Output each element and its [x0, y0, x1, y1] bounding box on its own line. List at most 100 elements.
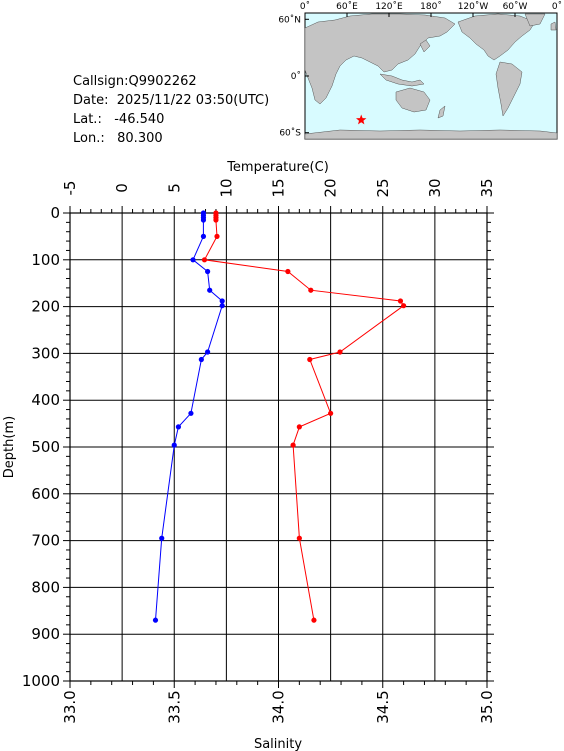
- salinity-point: [190, 257, 196, 263]
- temperature-point: [213, 217, 219, 223]
- callsign-value: Q9902262: [128, 74, 197, 89]
- temperature-point: [296, 535, 302, 541]
- map-ticks: [304, 13, 558, 134]
- lat-label: Lat.:: [73, 112, 102, 127]
- depth-tick-label: 400: [31, 391, 60, 409]
- profile-location-star-icon: [356, 114, 367, 125]
- salinity-tick-label: 34.5: [374, 690, 392, 723]
- land-japan: [419, 39, 431, 53]
- temperature-tick-label: 20: [322, 178, 340, 197]
- land-north-america: [457, 13, 536, 61]
- temperature-point: [328, 410, 334, 416]
- land-australia: [395, 87, 431, 113]
- lon-value: 80.300: [117, 131, 163, 146]
- land-south-america: [495, 61, 523, 117]
- depth-tick-label: 800: [31, 578, 60, 596]
- profile-info: Callsign:Q9902262 Date: 2025/11/22 03:50…: [73, 72, 269, 148]
- temperature-point: [401, 303, 407, 309]
- temperature-point: [337, 349, 343, 355]
- map-lon-label: 180˚: [420, 1, 442, 12]
- land-eurasia-africa: [304, 13, 456, 105]
- land-greenland: [524, 13, 546, 27]
- profile-chart: -5 0 5 10 15 20 25 30 35 33.0 33.5 34.0 34.5 35.0 01…: [2, 160, 496, 751]
- temperature-point: [201, 257, 208, 263]
- temperature-point: [311, 617, 317, 623]
- map-lat-label: 60˚S: [279, 128, 301, 139]
- salinity-point: [219, 303, 225, 309]
- map-land: [304, 13, 558, 140]
- depth-tick-label: 1000: [22, 672, 60, 690]
- depth-axis-title: Depth(m): [2, 416, 17, 478]
- salinity-point: [198, 356, 204, 363]
- temperature-point: [296, 424, 302, 430]
- map-lon-label: 120˚E: [375, 1, 403, 12]
- temperature-tick-label: 35: [478, 178, 496, 197]
- temperature-point: [308, 287, 314, 293]
- temperature-tick-label: 10: [217, 178, 235, 197]
- date-value: 2025/11/22 03:50(UTC): [116, 93, 270, 108]
- salinity-axis: 33.0 33.5 34.0 34.5 35.0: [61, 681, 496, 724]
- temperature-point: [214, 233, 220, 239]
- salinity-point: [205, 349, 211, 355]
- salinity-point: [200, 217, 207, 223]
- salinity-point: [207, 287, 213, 293]
- date-label: Date:: [73, 93, 109, 108]
- temperature-point: [397, 298, 404, 304]
- salinity-point: [171, 442, 177, 448]
- callsign-row: Callsign:Q9902262: [73, 72, 269, 91]
- salinity-point: [219, 298, 225, 304]
- chart-series: [152, 210, 407, 623]
- lon-label: Lon.:: [73, 131, 105, 146]
- lat-row: Lat.: -46.540: [73, 110, 269, 129]
- land-antarctica: [304, 129, 558, 140]
- depth-tick-label: 600: [31, 485, 60, 503]
- chart-frame: [69, 212, 488, 682]
- depth-tick-label: 900: [31, 625, 60, 643]
- chart-grid: [69, 212, 488, 682]
- land-new-zealand: [437, 105, 446, 119]
- temperature-line: [203, 213, 405, 621]
- map-longitude-labels: 0˚ 60˚E 120˚E 180˚ 120˚W 60˚W 0˚: [300, 1, 562, 12]
- salinity-tick-label: 35.0: [478, 690, 496, 723]
- temperature-tick-label: 5: [165, 183, 183, 193]
- map-lon-label: 0˚: [300, 1, 310, 12]
- map-lat-label: 60˚N: [278, 14, 301, 25]
- map-lon-label: 60˚E: [336, 1, 358, 12]
- map-lon-label: 60˚W: [503, 1, 528, 12]
- salinity-tick-label: 34.0: [270, 690, 288, 723]
- depth-tick-label: 300: [31, 344, 60, 362]
- land-indonesia: [379, 73, 425, 87]
- lat-value: -46.540: [114, 112, 165, 127]
- temperature-tick-label: 15: [270, 178, 288, 197]
- salinity-point: [188, 410, 194, 416]
- temperature-axis: -5 0 5 10 15 20 25 30 35: [61, 178, 496, 213]
- salinity-point: [175, 424, 182, 430]
- salinity-tick-label: 33.0: [61, 690, 79, 723]
- temperature-point: [290, 442, 296, 448]
- salinity-point: [205, 268, 211, 275]
- depth-tick-label: 200: [31, 298, 60, 316]
- temperature-tick-label: 30: [426, 178, 444, 197]
- location-star: [356, 114, 367, 125]
- depth-tick-label: 100: [31, 251, 60, 269]
- temperature-tick-label: 0: [113, 183, 131, 193]
- depth-tick-label: 500: [31, 438, 60, 456]
- temperature-axis-title: Temperature(C): [226, 160, 329, 175]
- temperature-point: [307, 356, 313, 363]
- depth-tick-label: 700: [31, 532, 60, 550]
- salinity-line: [155, 213, 223, 621]
- temperature-tick-label: -5: [61, 181, 79, 196]
- salinity-point: [159, 535, 165, 541]
- salinity-axis-title: Salinity: [254, 737, 302, 751]
- map-latitude-labels: 60˚N 0˚ 60˚S: [278, 14, 301, 138]
- world-map: 0˚ 60˚E 120˚E 180˚ 120˚W 60˚W 0˚ 60˚N 0˚ 60˚S: [278, 1, 562, 140]
- date-row: Date: 2025/11/22 03:50(UTC): [73, 91, 269, 110]
- lon-row: Lon.: 80.300: [73, 129, 269, 148]
- depth-axis: 0 100 200 300 400 500 600 700 800 900 1000: [22, 204, 494, 690]
- map-lon-label: 120˚W: [458, 1, 489, 12]
- land-british-isles: [550, 21, 557, 31]
- temperature-point: [285, 268, 291, 275]
- depth-tick-label: 0: [50, 204, 60, 222]
- salinity-point: [200, 233, 207, 239]
